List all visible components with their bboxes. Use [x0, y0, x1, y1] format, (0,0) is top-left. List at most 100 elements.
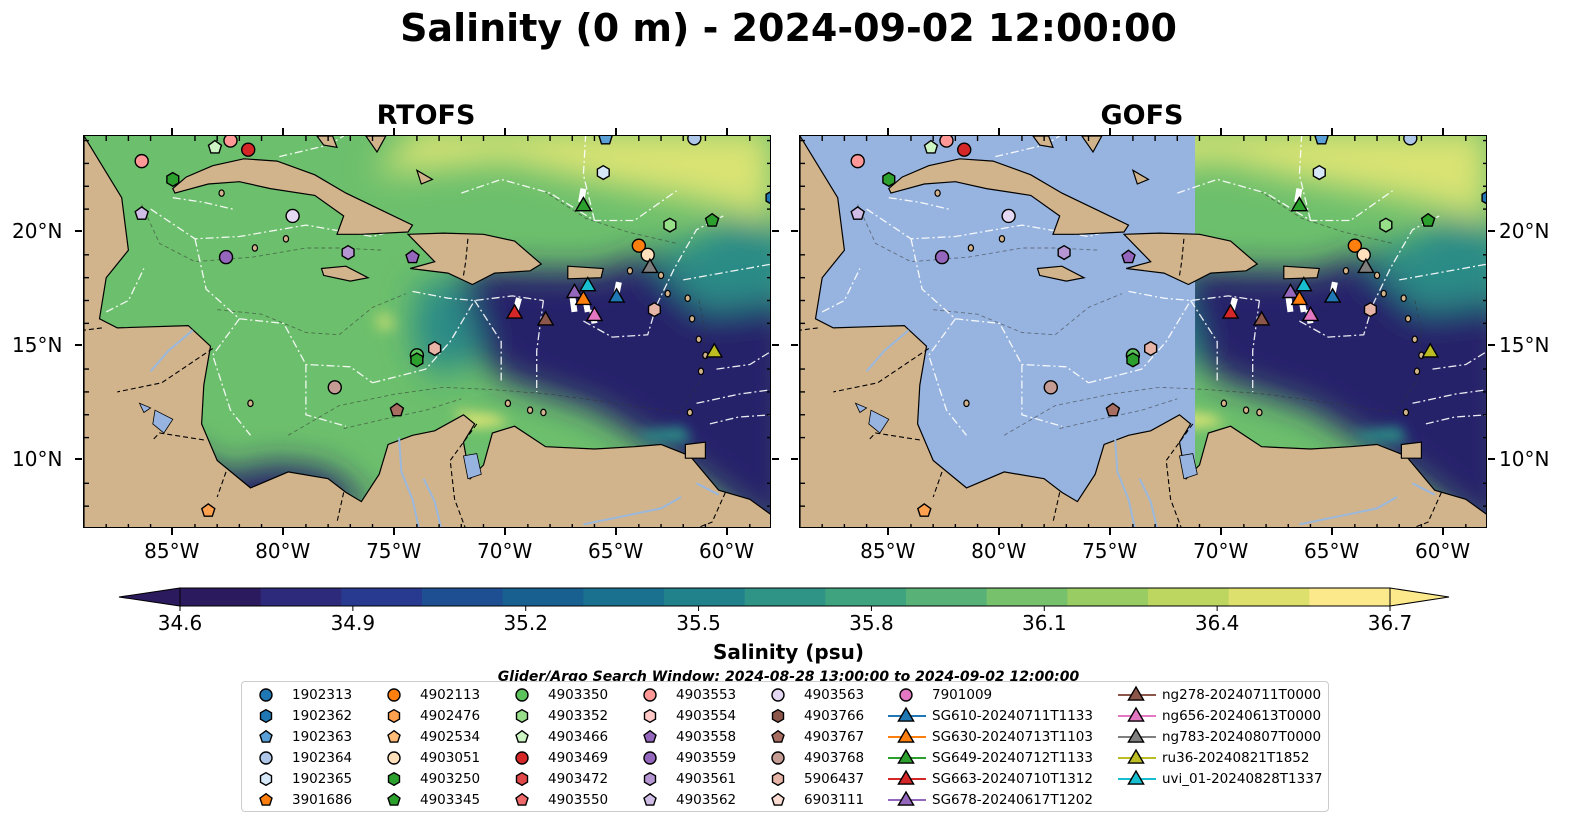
marker-SG630-20240713T1103	[1290, 289, 1309, 306]
legend-marker-shape	[771, 708, 785, 724]
lon-tick	[281, 528, 284, 535]
lon-tick-label: 75°W	[1082, 539, 1138, 563]
marker-4903561	[1057, 244, 1071, 261]
legend-marker	[643, 688, 657, 702]
marker-5906437	[1144, 340, 1158, 357]
small-island	[688, 314, 696, 323]
colorbar-tick-label: 35.2	[503, 611, 548, 635]
legend-marker	[771, 688, 785, 702]
lat-tick-inner	[791, 458, 798, 461]
land-bahamas1	[316, 136, 338, 149]
legend-marker-shape	[259, 708, 273, 724]
marker-4903345	[704, 212, 720, 227]
legend-marker	[771, 708, 785, 724]
marker-SG649-20240712T1133	[574, 196, 593, 212]
legend-marker	[259, 688, 273, 702]
legend-label: SG649-20240712T1133	[932, 750, 1093, 766]
legend-marker-shape	[899, 688, 913, 702]
legend-marker	[888, 748, 926, 764]
marker-4903766	[389, 402, 405, 417]
marker-4903345	[1420, 212, 1436, 227]
small-island	[1402, 408, 1410, 417]
rivers	[149, 329, 720, 527]
legend-marker-shape	[771, 751, 785, 765]
legend-label: ng783-20240807T0000	[1162, 729, 1322, 745]
lon-tick	[886, 528, 889, 535]
small-island	[1411, 335, 1418, 344]
figure-title: Salinity (0 m) - 2024-09-02 12:00:00	[400, 6, 1177, 50]
lat-tick-label: 10°N	[1499, 447, 1550, 472]
legend-label: 4903554	[676, 708, 737, 724]
land-hispaniola	[1122, 232, 1259, 286]
marker-5906437	[428, 340, 442, 357]
lon-tick	[503, 528, 506, 535]
lat-tick-inner	[772, 229, 779, 232]
marker-4903352	[1379, 217, 1393, 233]
marker-1902362	[765, 191, 770, 205]
marker-1902365	[1312, 164, 1326, 181]
marker-ng783-20240807T0000	[641, 257, 659, 274]
legend-marker	[643, 751, 657, 765]
marker-SG663-20240710T1312	[1221, 303, 1240, 319]
colorbar-segment	[1067, 588, 1149, 606]
legend-label: 4903563	[804, 687, 865, 703]
legend-label: ng278-20240711T0000	[1162, 687, 1322, 703]
legend-label: 1902362	[292, 708, 353, 724]
legend-label: 7901009	[932, 687, 993, 703]
marker-1902362	[1481, 191, 1486, 205]
marker-4903558	[1121, 249, 1136, 264]
legend-marker-shape	[643, 771, 657, 787]
legend-marker-shape	[771, 729, 785, 743]
small-island	[967, 244, 975, 252]
lon-tick-top	[503, 128, 506, 135]
marker-ru36-20240821T1852	[705, 342, 724, 358]
legend-marker-shape	[515, 771, 529, 787]
small-island	[1220, 399, 1228, 408]
colorbar-frame	[179, 587, 1391, 607]
marker-4903466	[207, 139, 223, 154]
small-island	[697, 367, 705, 376]
marker-4903553	[134, 153, 149, 169]
marker-4903553	[223, 136, 238, 148]
legend-marker-shape	[897, 727, 915, 743]
marker-1902364	[687, 136, 702, 146]
marker-5906437	[1363, 301, 1377, 318]
colorbar-extend-min	[118, 587, 181, 607]
lat-tick	[1488, 458, 1495, 461]
colorbar-segment	[906, 588, 988, 606]
colorbar-segment	[583, 588, 665, 606]
lon-tick-top	[1330, 128, 1333, 135]
lat-tick	[75, 458, 82, 461]
small-island	[1242, 406, 1250, 414]
lon-tick-label: 85°W	[860, 539, 916, 563]
lat-tick-inner	[772, 458, 779, 461]
lat-tick-inner	[791, 344, 798, 347]
panel-title-rtofs: RTOFS	[376, 100, 476, 131]
legend-marker	[1118, 769, 1156, 785]
lon-tick-label: 85°W	[144, 539, 200, 563]
lon-tick-label: 60°W	[1414, 539, 1471, 563]
legend-label: 1902313	[292, 687, 353, 703]
legend-marker	[387, 792, 401, 806]
lat-tick	[1488, 229, 1495, 232]
marker-4903250	[166, 171, 180, 188]
small-island	[282, 235, 290, 243]
legend-marker	[771, 771, 785, 787]
legend-marker	[515, 729, 529, 743]
marker-4903563	[285, 208, 300, 224]
legend-marker-shape	[1127, 769, 1145, 785]
marker-4902534	[916, 503, 932, 517]
lon-tick-top	[392, 128, 395, 135]
lat-tick-label: 15°N	[12, 333, 63, 358]
marker-4903558	[405, 249, 420, 264]
legend-marker	[515, 708, 529, 724]
small-island	[247, 399, 254, 408]
legend-marker	[387, 708, 401, 724]
panel-title-gofs: GOFS	[1100, 100, 1184, 131]
legend-marker-shape	[387, 792, 401, 806]
frame-ticks	[84, 136, 770, 527]
colorbar-segment	[664, 588, 746, 606]
marker-SG630-20240713T1103	[574, 289, 593, 306]
marker-4903352	[663, 217, 677, 233]
lon-tick-top	[281, 128, 284, 135]
